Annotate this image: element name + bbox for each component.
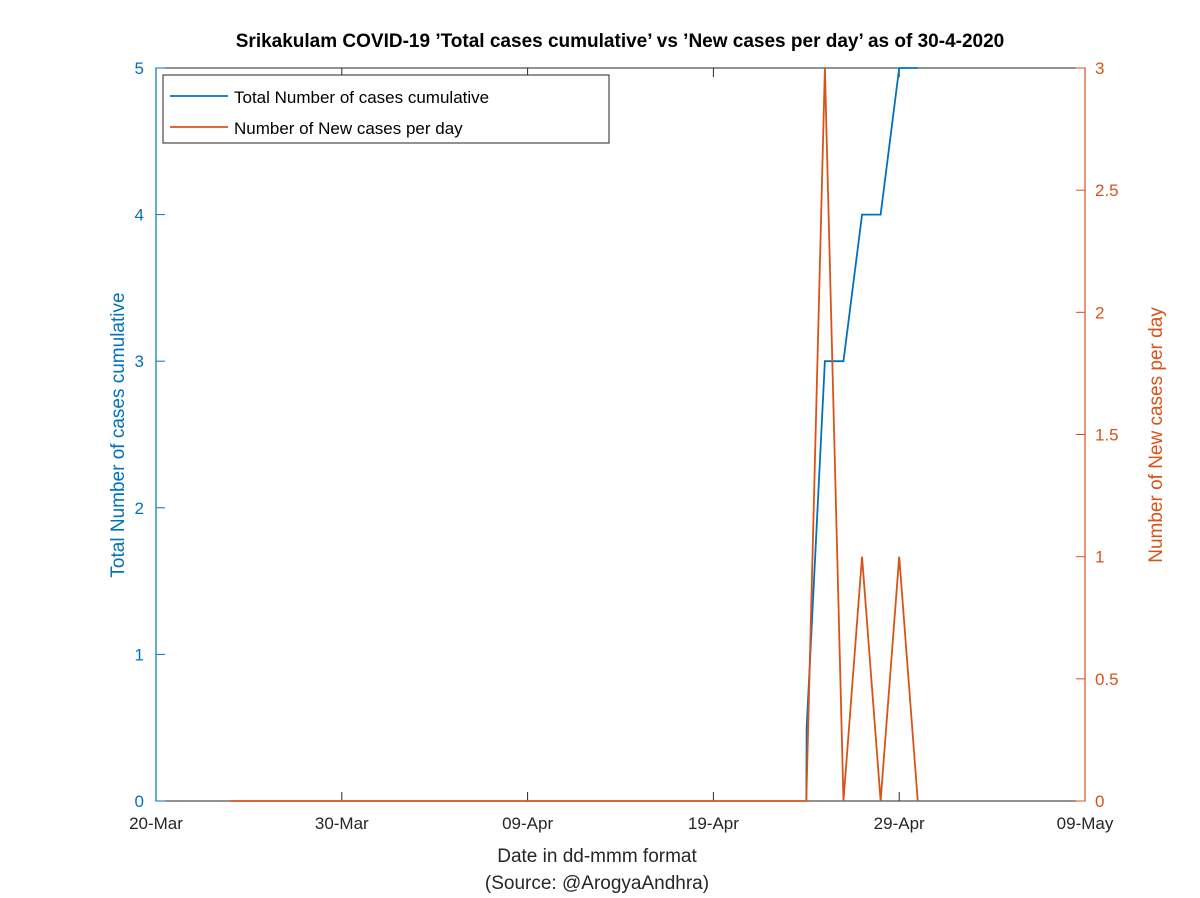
- legend-label-total-cases: Total Number of cases cumulative: [234, 88, 489, 107]
- left-y-tick-label: 5: [135, 59, 144, 78]
- left-y-tick-label: 3: [135, 352, 144, 371]
- x-axis: 20-Mar 30-Mar 09-Apr 19-Apr 29-Apr 09-May: [129, 68, 1114, 833]
- left-y-tick-label: 1: [135, 645, 144, 664]
- legend-box: [162, 74, 610, 144]
- left-y-tick-label: 0: [135, 792, 144, 811]
- right-y-axis: 0 0.5 1 1.5 2 2.5 3: [1076, 59, 1119, 811]
- x-axis-label: Date in dd-mmm format: [497, 846, 697, 867]
- right-y-tick-label: 2: [1095, 303, 1104, 322]
- left-y-axis: 0 1 2 3 4 5: [135, 59, 165, 811]
- right-y-tick-label: 3: [1095, 59, 1104, 78]
- plot-area: [155, 67, 1086, 802]
- left-y-tick-label: 4: [135, 206, 144, 225]
- x-tick-label: 09-May: [1057, 814, 1114, 833]
- legend-label-new-cases: Number of New cases per day: [234, 119, 463, 138]
- left-y-axis-label: Total Number of cases cumulative: [108, 292, 129, 577]
- right-y-tick-label: 0.5: [1095, 670, 1119, 689]
- x-axis-source-label: (Source: @ArogyaAndhra): [485, 873, 709, 894]
- legend: Total Number of cases cumulative Number …: [162, 74, 610, 144]
- right-y-tick-label: 0: [1095, 792, 1104, 811]
- right-y-tick-label: 1: [1095, 548, 1104, 567]
- x-tick-label: 20-Mar: [129, 814, 183, 833]
- x-tick-label: 19-Apr: [688, 814, 739, 833]
- x-tick-label: 29-Apr: [874, 814, 925, 833]
- series-line-new-cases: [230, 67, 919, 802]
- right-y-axis-label: Number of New cases per day: [1146, 307, 1167, 563]
- x-tick-label: 30-Mar: [315, 814, 369, 833]
- chart-title: Srikakulam COVID-19 ’Total cases cumulat…: [236, 31, 1005, 52]
- right-y-tick-label: 1.5: [1095, 426, 1119, 445]
- x-tick-label: 09-Apr: [502, 814, 553, 833]
- left-y-tick-label: 2: [135, 499, 144, 518]
- series-layer: [230, 67, 919, 802]
- right-y-tick-label: 2.5: [1095, 181, 1119, 200]
